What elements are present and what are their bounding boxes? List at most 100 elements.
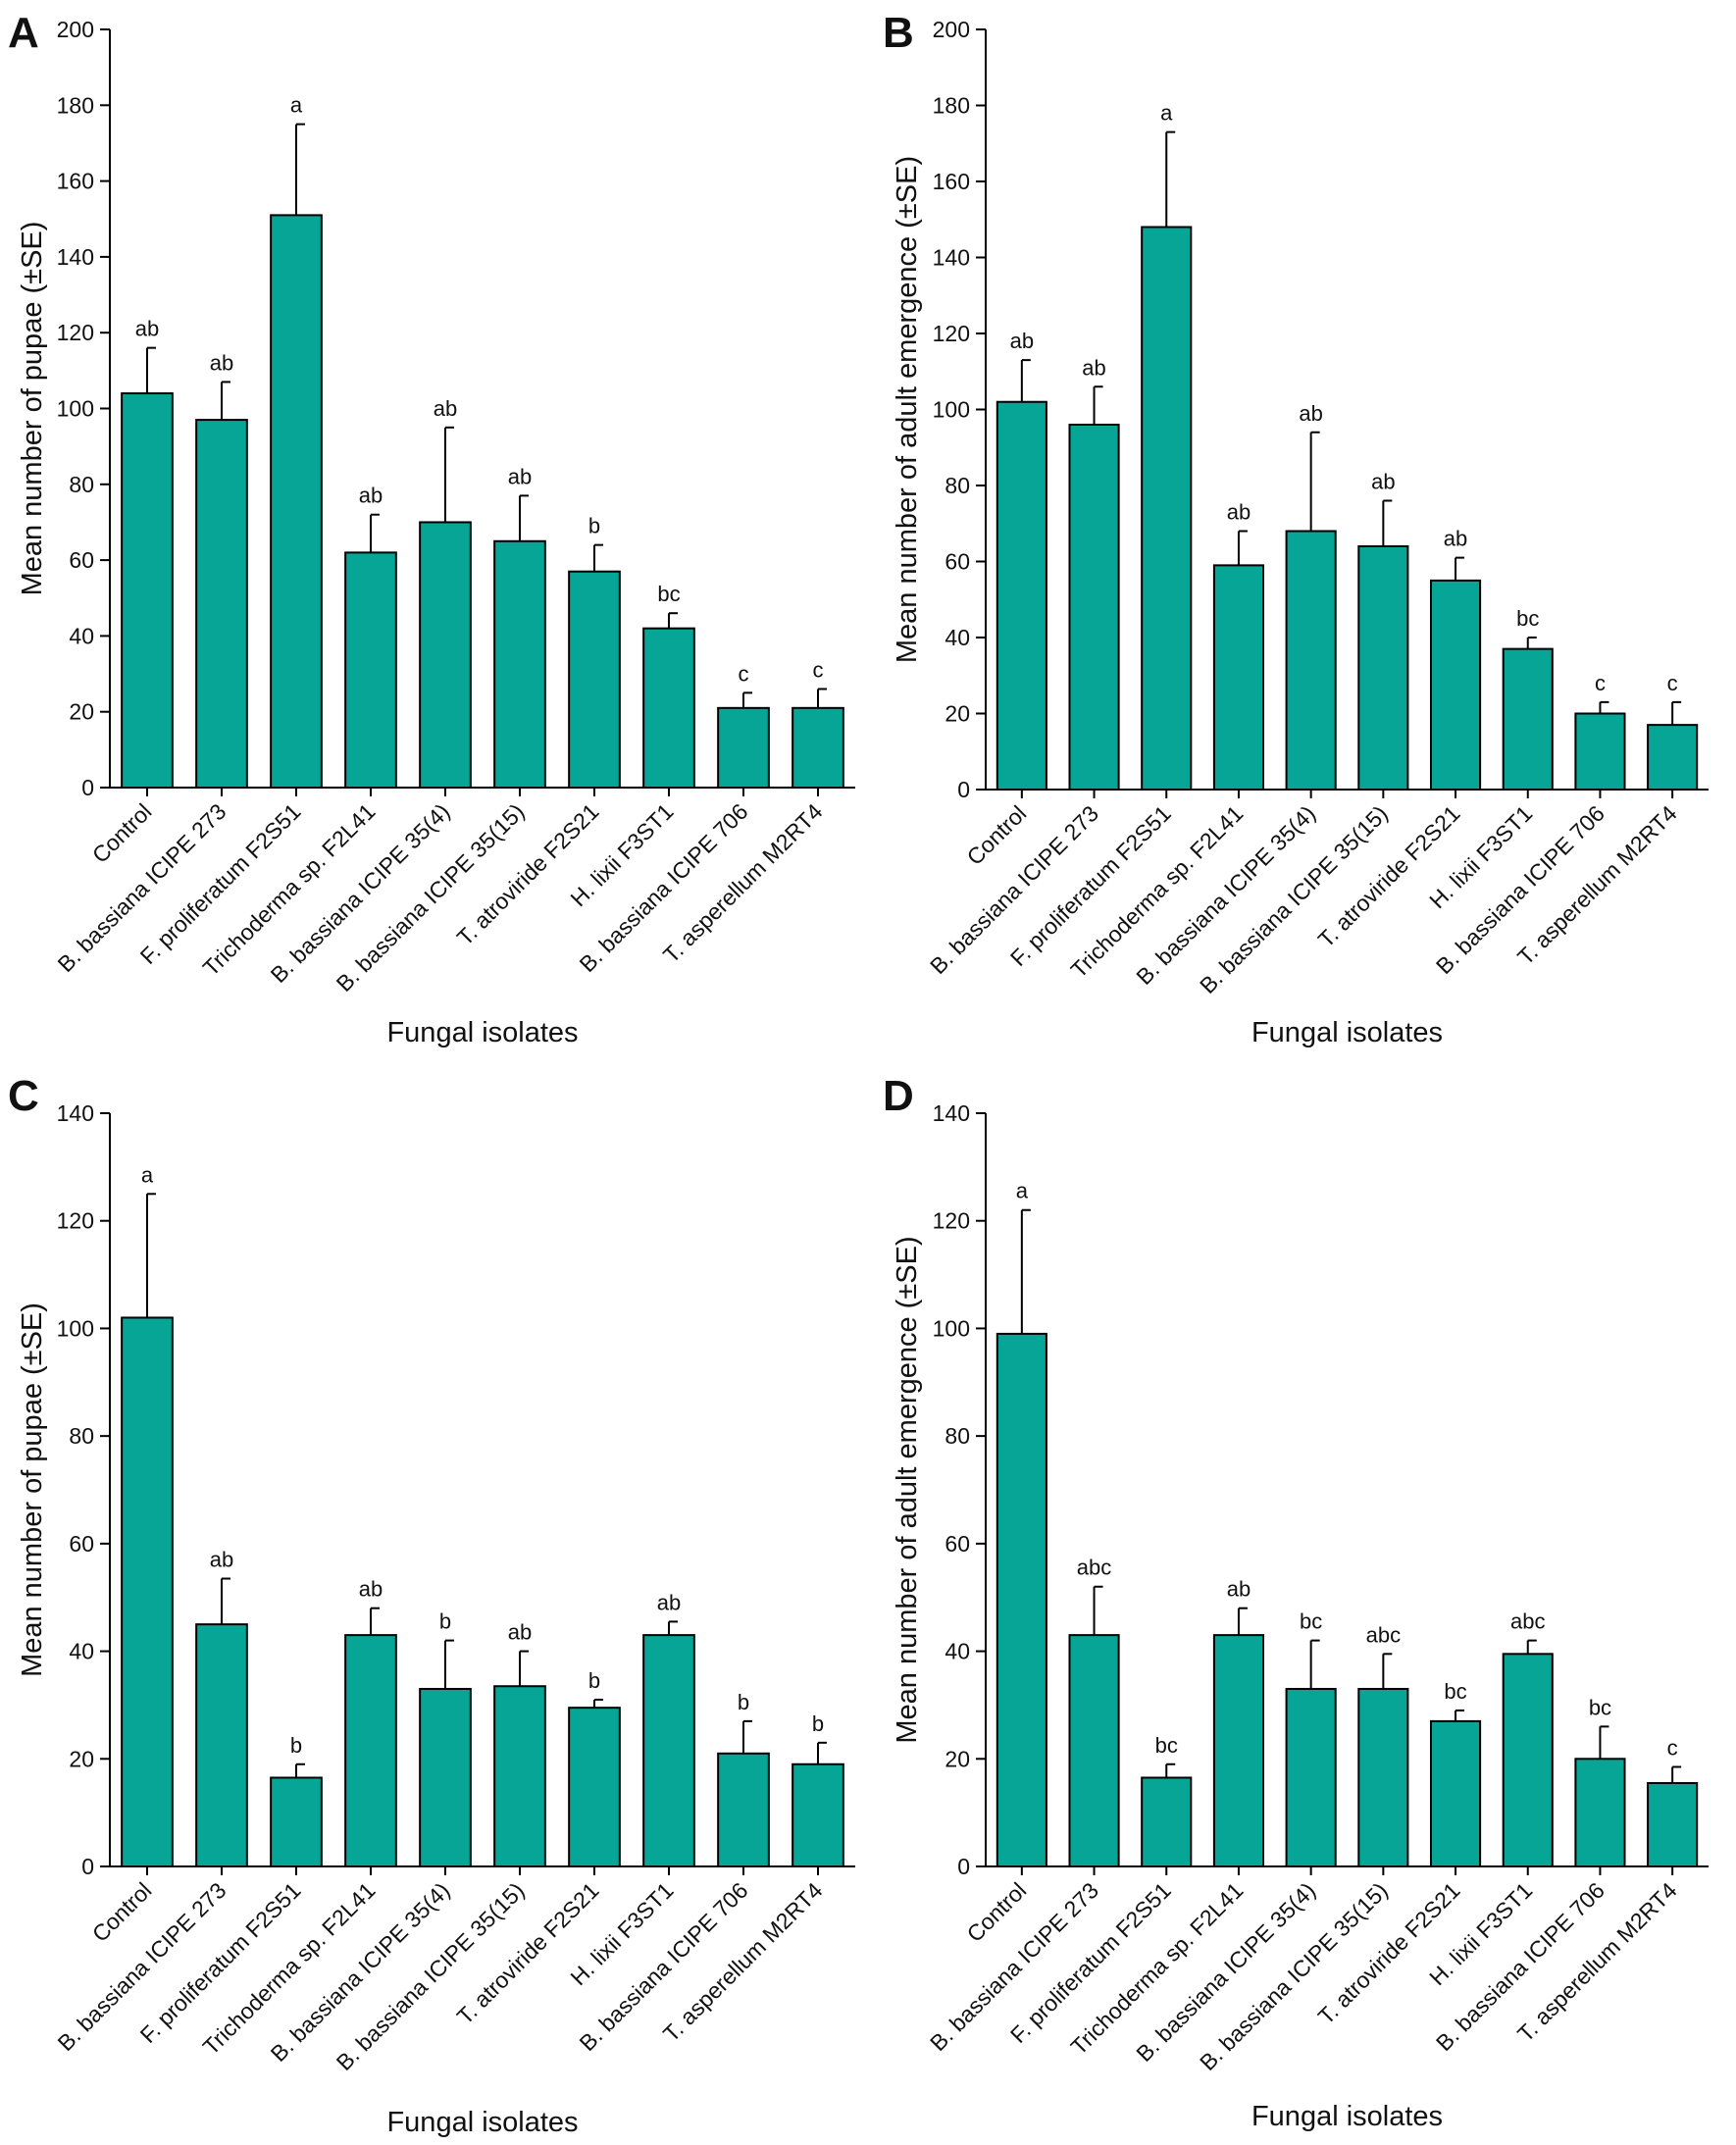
panel-c: Ca ab b ab b ab b ab b b 0 20 40 60 80 100 120 140 Control… [8, 1072, 855, 2138]
significance-label: b [588, 514, 600, 538]
bar [717, 1752, 770, 1868]
bar [717, 706, 770, 790]
y-tick-label: 160 [57, 169, 94, 194]
bar [1285, 530, 1337, 791]
significance-label: ab [1371, 470, 1395, 494]
significance-label: abc [1510, 1609, 1545, 1634]
y-axis-title: Mean number of pupae (±SE) [17, 1302, 48, 1677]
bar [996, 400, 1047, 791]
x-tick-label: Control [87, 798, 157, 868]
y-tick-label: 100 [933, 397, 970, 423]
significance-label: ab [1227, 500, 1251, 525]
significance-label: bc [1589, 1695, 1611, 1719]
bar [419, 1687, 472, 1867]
bar [1574, 712, 1626, 791]
bar [1141, 1776, 1193, 1867]
panel-a: Aab ab a ab ab ab b bc c c 0 20 40 60 80 100 120 140 160 18… [8, 9, 855, 1048]
y-tick-label: 140 [57, 1100, 94, 1126]
bar [1647, 1781, 1699, 1868]
y-tick-label: 20 [945, 1746, 970, 1771]
significance-label: ab [1010, 329, 1034, 353]
significance-label: c [739, 661, 749, 686]
bar [568, 570, 621, 789]
x-tick-label: Control [962, 1877, 1032, 1947]
y-tick-label: 0 [957, 777, 970, 802]
significance-label: ab [508, 464, 532, 488]
bar [121, 1316, 174, 1867]
y-tick-label: 180 [57, 92, 94, 118]
y-tick-label: 120 [57, 320, 94, 345]
significance-label: ab [1444, 527, 1467, 551]
bar [1429, 1719, 1482, 1868]
significance-label: ab [135, 317, 159, 341]
significance-label: c [813, 658, 824, 683]
y-tick-label: 0 [81, 775, 94, 800]
y-tick-label: 120 [57, 1208, 94, 1234]
significance-label: ab [434, 396, 457, 421]
bar [1068, 1634, 1120, 1867]
bar [195, 419, 248, 789]
y-tick-label: 60 [69, 547, 94, 573]
bar [493, 1685, 546, 1867]
y-tick-label: 20 [945, 701, 970, 727]
y-tick-label: 60 [945, 1531, 970, 1557]
significance-label: ab [1227, 1577, 1251, 1602]
significance-label: bc [1516, 606, 1539, 631]
significance-label: ab [210, 350, 233, 375]
significance-label: ab [508, 1620, 532, 1645]
bar [1068, 424, 1120, 791]
significance-label: a [1160, 101, 1173, 126]
y-tick-label: 140 [933, 245, 970, 271]
bar [270, 214, 323, 789]
significance-label: c [1667, 671, 1678, 695]
significance-label: b [738, 1690, 749, 1714]
bar [1357, 545, 1409, 791]
bar [1212, 1634, 1265, 1867]
y-tick-label: 0 [957, 1854, 970, 1879]
bar [568, 1707, 621, 1867]
significance-label: ab [1082, 355, 1105, 380]
significance-label: ab [359, 484, 383, 508]
significance-label: ab [210, 1548, 233, 1572]
x-axis-title: Fungal isolates [386, 2107, 578, 2138]
bar [344, 1634, 397, 1867]
y-tick-label: 20 [69, 1746, 94, 1771]
x-axis-title: Fungal isolates [1251, 2101, 1443, 2132]
y-tick-label: 40 [69, 623, 94, 648]
significance-label: abc [1366, 1622, 1401, 1647]
bar [1285, 1687, 1337, 1867]
y-tick-label: 100 [57, 1315, 94, 1341]
y-tick-label: 80 [69, 472, 94, 497]
y-tick-label: 40 [945, 625, 970, 650]
panel-letter: C [8, 1072, 39, 1120]
significance-label: b [290, 1733, 302, 1758]
y-tick-label: 200 [57, 17, 94, 42]
x-tick-label: T. atroviride F2S21 [452, 1877, 604, 2029]
y-tick-label: 100 [933, 1315, 970, 1341]
panel-letter: B [883, 9, 914, 57]
x-tick-label: Control [962, 800, 1032, 870]
bar [1502, 1653, 1554, 1868]
y-tick-label: 40 [945, 1639, 970, 1664]
significance-label: abc [1077, 1556, 1111, 1580]
significance-label: c [1595, 671, 1606, 695]
significance-label: b [588, 1668, 600, 1693]
bar [270, 1776, 323, 1867]
significance-label: a [1016, 1179, 1029, 1203]
y-tick-label: 120 [933, 321, 970, 346]
x-axis-title: Fungal isolates [1251, 1017, 1443, 1048]
significance-label: a [141, 1162, 154, 1187]
y-tick-label: 80 [945, 1423, 970, 1449]
y-tick-label: 100 [57, 396, 94, 422]
y-axis-title: Mean number of pupae (±SE) [17, 222, 48, 596]
bar [419, 521, 472, 789]
y-tick-label: 160 [933, 169, 970, 194]
bar [344, 551, 397, 789]
significance-label: bc [1300, 1609, 1322, 1634]
y-tick-label: 180 [933, 93, 970, 119]
y-tick-label: 120 [933, 1208, 970, 1234]
significance-label: bc [1155, 1733, 1178, 1758]
x-tick-label: T. atroviride F2S21 [452, 798, 604, 950]
panel-letter: D [883, 1072, 914, 1120]
